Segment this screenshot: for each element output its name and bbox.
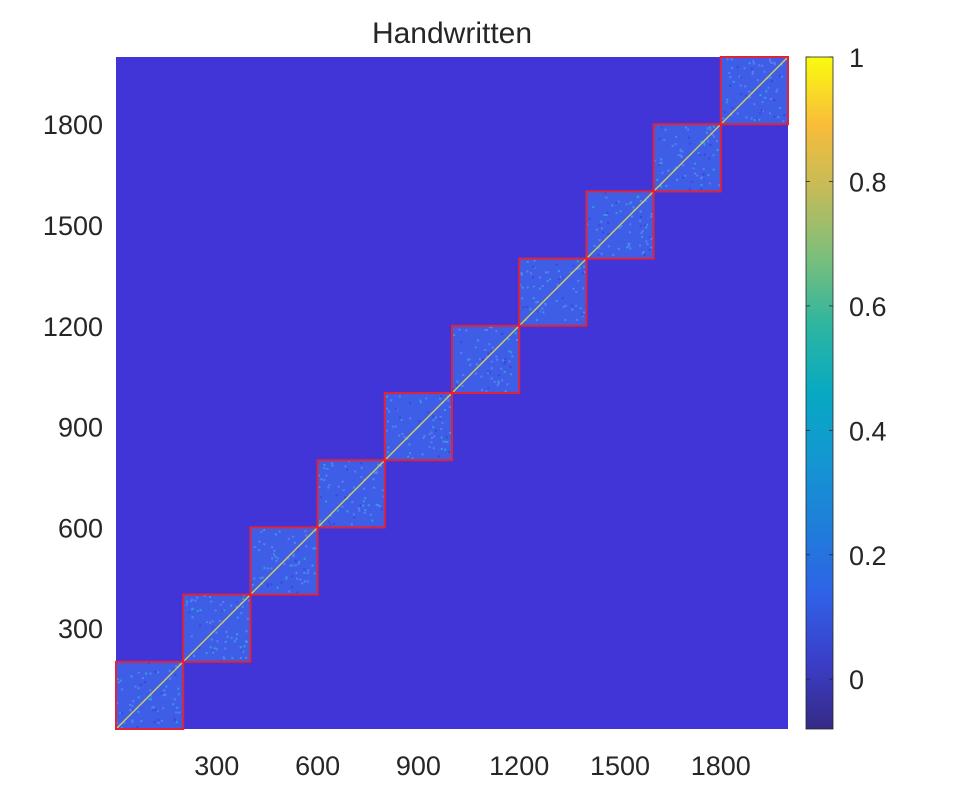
block-3 <box>249 526 319 596</box>
block-border <box>652 123 722 193</box>
block-texture <box>185 594 250 660</box>
x-tick-label: 1800 <box>691 751 751 781</box>
y-tick-label: 900 <box>58 413 103 443</box>
block-diagonal <box>585 190 655 260</box>
block-5 <box>383 392 453 462</box>
block-border <box>115 660 185 730</box>
colorbar-tick-label: 0.4 <box>849 416 887 446</box>
block-border <box>383 392 453 462</box>
block-10 <box>719 56 789 126</box>
block-texture <box>318 460 385 527</box>
block-texture <box>452 326 519 393</box>
y-axis: 300 600 900 1200 1500 1800 <box>43 110 103 644</box>
block-texture <box>586 192 653 257</box>
y-tick-label: 600 <box>58 513 103 543</box>
colorbar-gradient <box>805 56 834 730</box>
x-tick-label: 1500 <box>590 751 650 781</box>
block-texture <box>722 58 786 123</box>
block-diagonal <box>384 392 453 461</box>
colorbar-tick-label: 0.8 <box>849 167 887 197</box>
block-texture <box>116 661 181 729</box>
x-axis: 300 600 900 1200 1500 1800 <box>194 751 751 781</box>
y-tick-label: 1200 <box>43 312 103 342</box>
block-diagonal <box>182 594 251 663</box>
block-diagonal <box>115 661 184 730</box>
block-diagonal <box>720 56 789 125</box>
block-diagonal <box>249 526 319 596</box>
y-tick-label: 1500 <box>43 211 103 241</box>
x-tick-label: 600 <box>295 751 340 781</box>
colorbar-tick-label: 0.2 <box>849 541 887 571</box>
block-9 <box>652 123 722 193</box>
x-tick-label: 300 <box>194 751 239 781</box>
colorbar-tick-label: 1 <box>849 43 864 73</box>
block-border <box>249 526 319 596</box>
block-border <box>719 56 789 126</box>
block-diagonal <box>653 123 722 192</box>
block-border <box>316 459 386 529</box>
block-diagonal <box>518 258 587 327</box>
block-texture <box>519 258 586 325</box>
y-tick-label: 300 <box>58 614 103 644</box>
block-border <box>451 324 521 394</box>
colorbar-tick-label: 0.6 <box>849 292 887 322</box>
block-8 <box>585 190 655 260</box>
block-border <box>585 190 655 260</box>
block-6 <box>451 324 521 394</box>
y-tick-label: 1800 <box>43 110 103 140</box>
block-texture <box>250 528 318 595</box>
x-tick-label: 900 <box>396 751 441 781</box>
block-border <box>518 257 588 327</box>
colorbar-tick-label: 0 <box>849 665 864 695</box>
block-diagonal <box>451 325 520 394</box>
x-tick-label: 1200 <box>489 751 549 781</box>
block-7 <box>518 257 588 327</box>
block-texture <box>653 125 721 191</box>
block-2 <box>182 593 252 663</box>
block-1 <box>115 660 185 730</box>
block-4 <box>316 459 386 529</box>
colorbar: 0 0.2 0.4 0.6 0.8 1 <box>805 43 887 730</box>
blocks-layer <box>115 56 789 730</box>
block-diagonal <box>317 459 386 528</box>
block-border <box>182 593 252 663</box>
chart-title: Handwritten <box>372 17 532 50</box>
